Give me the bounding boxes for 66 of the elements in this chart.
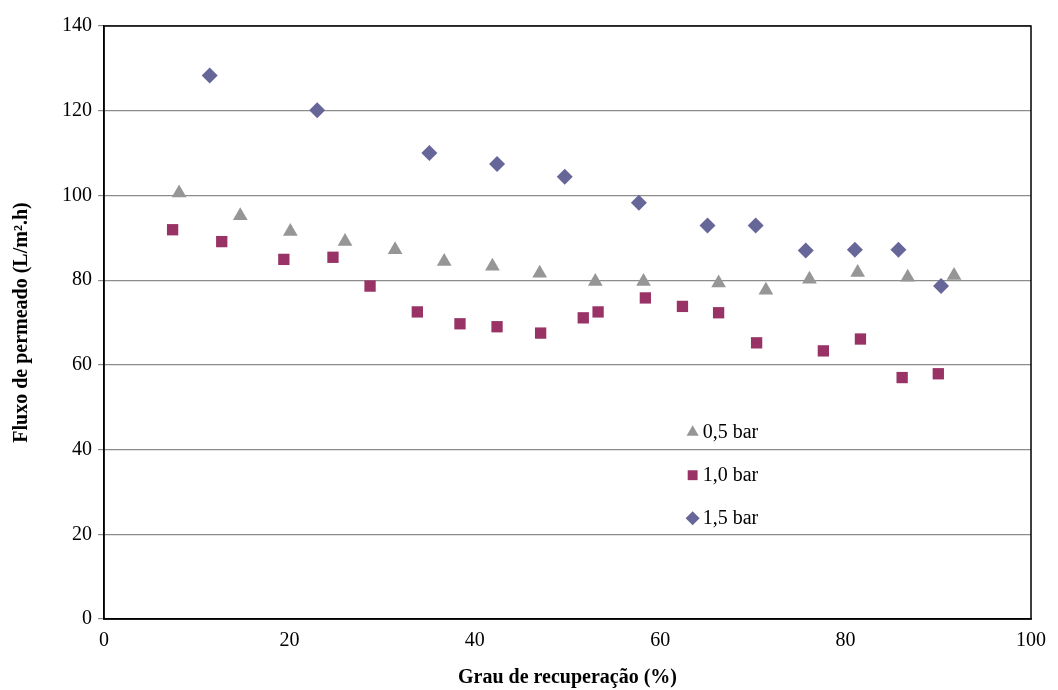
point <box>854 333 867 345</box>
point <box>846 241 863 258</box>
point <box>278 253 290 266</box>
point <box>747 217 764 234</box>
x-tick-label: 80 <box>835 628 856 651</box>
y-tick-label: 40 <box>72 436 92 459</box>
point <box>933 278 950 295</box>
point <box>817 345 830 357</box>
y-tick-label: 60 <box>72 352 92 375</box>
y-tick-label: 140 <box>62 13 92 36</box>
point <box>556 168 573 185</box>
point <box>630 194 647 211</box>
point <box>750 337 763 349</box>
point <box>797 242 814 259</box>
y-tick-label: 80 <box>72 267 92 290</box>
point <box>485 257 500 271</box>
point <box>711 274 726 288</box>
point <box>421 145 438 162</box>
point <box>946 266 962 280</box>
y-axis-title: Fluxo de permeado (L/m².h) <box>9 202 33 443</box>
point <box>639 292 652 304</box>
point <box>592 306 604 318</box>
point <box>676 300 689 313</box>
point <box>712 307 725 319</box>
point <box>387 241 403 254</box>
x-tick-label: 60 <box>650 628 671 651</box>
point <box>932 368 944 380</box>
x-tick-label: 40 <box>464 628 485 651</box>
point <box>282 222 298 236</box>
x-tick-label: 0 <box>99 628 109 651</box>
legend-label: 0,5 bar <box>702 420 759 443</box>
point <box>900 268 916 282</box>
point <box>699 217 716 234</box>
legend-label: 1,0 bar <box>702 463 759 486</box>
point <box>636 272 651 286</box>
point <box>890 241 907 258</box>
point <box>201 67 218 84</box>
point <box>436 253 452 266</box>
point <box>171 184 187 198</box>
y-tick-label: 0 <box>82 606 92 629</box>
x-axis-title: Grau de recuperação (%) <box>457 665 678 689</box>
point <box>166 224 179 236</box>
point <box>411 306 423 318</box>
point <box>309 102 326 119</box>
y-tick-label: 100 <box>62 182 92 205</box>
legend-label: 1,5 bar <box>702 506 759 529</box>
point <box>489 156 506 173</box>
point <box>532 264 548 278</box>
x-tick-label: 20 <box>279 628 300 651</box>
point <box>587 272 603 286</box>
point <box>232 207 248 221</box>
point <box>850 264 866 277</box>
point <box>491 321 503 333</box>
point <box>577 312 589 324</box>
point <box>454 318 466 330</box>
point <box>364 280 376 292</box>
point <box>758 281 774 295</box>
point <box>802 270 817 284</box>
point <box>216 235 228 248</box>
point <box>337 233 353 246</box>
x-tick-label: 100 <box>1016 628 1046 651</box>
point <box>327 251 339 263</box>
y-tick-label: 120 <box>62 97 92 120</box>
point <box>534 327 547 339</box>
y-tick-label: 20 <box>72 521 92 544</box>
point <box>896 371 908 384</box>
